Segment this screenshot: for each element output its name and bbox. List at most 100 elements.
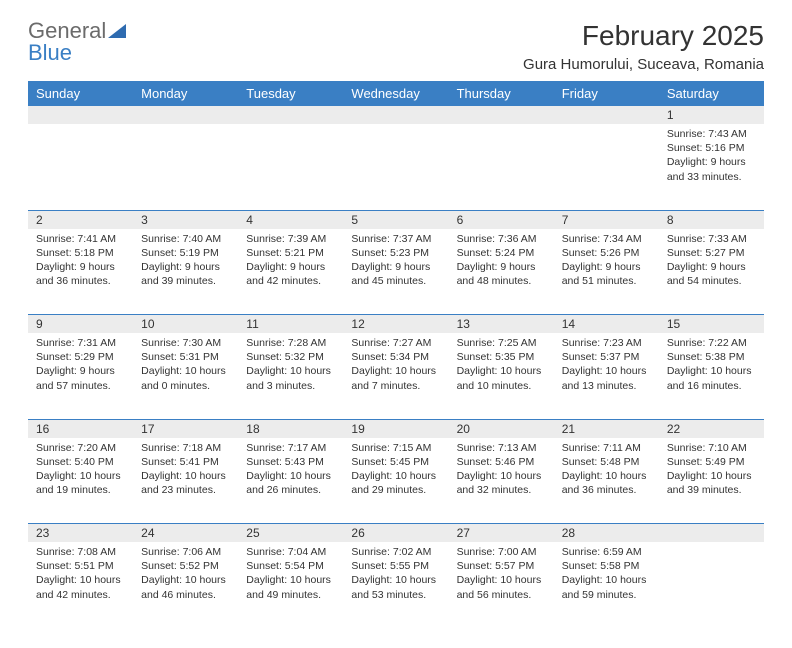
day-number: 26 — [343, 524, 448, 543]
day-cell: Sunrise: 7:23 AMSunset: 5:37 PMDaylight:… — [554, 333, 659, 419]
day-details: Sunrise: 7:04 AMSunset: 5:54 PMDaylight:… — [238, 542, 343, 608]
day-cell: Sunrise: 7:08 AMSunset: 5:51 PMDaylight:… — [28, 542, 133, 628]
day-cell: Sunrise: 7:39 AMSunset: 5:21 PMDaylight:… — [238, 229, 343, 315]
weekday-header: Monday — [133, 81, 238, 106]
day-details: Sunrise: 7:17 AMSunset: 5:43 PMDaylight:… — [238, 438, 343, 504]
day-cell: Sunrise: 7:17 AMSunset: 5:43 PMDaylight:… — [238, 438, 343, 524]
day-number-empty — [449, 106, 554, 124]
day-cell: Sunrise: 7:11 AMSunset: 5:48 PMDaylight:… — [554, 438, 659, 524]
day-cell-empty — [449, 124, 554, 210]
day-details: Sunrise: 7:33 AMSunset: 5:27 PMDaylight:… — [659, 229, 764, 295]
day-details: Sunrise: 7:13 AMSunset: 5:46 PMDaylight:… — [449, 438, 554, 504]
day-details: Sunrise: 7:41 AMSunset: 5:18 PMDaylight:… — [28, 229, 133, 295]
day-details: Sunrise: 7:18 AMSunset: 5:41 PMDaylight:… — [133, 438, 238, 504]
day-cell: Sunrise: 7:37 AMSunset: 5:23 PMDaylight:… — [343, 229, 448, 315]
location: Gura Humorului, Suceava, Romania — [523, 56, 764, 73]
day-number-empty — [133, 106, 238, 124]
day-details: Sunrise: 7:37 AMSunset: 5:23 PMDaylight:… — [343, 229, 448, 295]
day-details: Sunrise: 7:40 AMSunset: 5:19 PMDaylight:… — [133, 229, 238, 295]
day-details: Sunrise: 7:30 AMSunset: 5:31 PMDaylight:… — [133, 333, 238, 399]
day-number-row: 232425262728 — [28, 524, 764, 543]
calendar-body: 1Sunrise: 7:43 AMSunset: 5:16 PMDaylight… — [28, 106, 764, 628]
day-cell: Sunrise: 7:00 AMSunset: 5:57 PMDaylight:… — [449, 542, 554, 628]
day-cell: Sunrise: 7:40 AMSunset: 5:19 PMDaylight:… — [133, 229, 238, 315]
day-details: Sunrise: 7:08 AMSunset: 5:51 PMDaylight:… — [28, 542, 133, 608]
weekday-header: Friday — [554, 81, 659, 106]
day-cell-empty — [28, 124, 133, 210]
day-number-empty — [28, 106, 133, 124]
day-cell: Sunrise: 7:02 AMSunset: 5:55 PMDaylight:… — [343, 542, 448, 628]
day-cell: Sunrise: 7:25 AMSunset: 5:35 PMDaylight:… — [449, 333, 554, 419]
day-content-row: Sunrise: 7:20 AMSunset: 5:40 PMDaylight:… — [28, 438, 764, 524]
day-content-row: Sunrise: 7:41 AMSunset: 5:18 PMDaylight:… — [28, 229, 764, 315]
day-number: 25 — [238, 524, 343, 543]
day-number: 8 — [659, 210, 764, 229]
day-content-row: Sunrise: 7:43 AMSunset: 5:16 PMDaylight:… — [28, 124, 764, 210]
day-cell: Sunrise: 7:34 AMSunset: 5:26 PMDaylight:… — [554, 229, 659, 315]
day-details: Sunrise: 7:25 AMSunset: 5:35 PMDaylight:… — [449, 333, 554, 399]
calendar-header-row: SundayMondayTuesdayWednesdayThursdayFrid… — [28, 81, 764, 106]
day-cell: Sunrise: 7:28 AMSunset: 5:32 PMDaylight:… — [238, 333, 343, 419]
day-details: Sunrise: 7:11 AMSunset: 5:48 PMDaylight:… — [554, 438, 659, 504]
day-cell-empty — [133, 124, 238, 210]
day-cell: Sunrise: 7:18 AMSunset: 5:41 PMDaylight:… — [133, 438, 238, 524]
day-cell: Sunrise: 7:31 AMSunset: 5:29 PMDaylight:… — [28, 333, 133, 419]
day-cell: Sunrise: 7:33 AMSunset: 5:27 PMDaylight:… — [659, 229, 764, 315]
day-number: 10 — [133, 315, 238, 334]
day-cell: Sunrise: 7:27 AMSunset: 5:34 PMDaylight:… — [343, 333, 448, 419]
day-cell: Sunrise: 7:30 AMSunset: 5:31 PMDaylight:… — [133, 333, 238, 419]
day-number-empty — [343, 106, 448, 124]
day-number: 22 — [659, 419, 764, 438]
day-number: 15 — [659, 315, 764, 334]
day-number-row: 16171819202122 — [28, 419, 764, 438]
day-number: 16 — [28, 419, 133, 438]
day-details: Sunrise: 7:10 AMSunset: 5:49 PMDaylight:… — [659, 438, 764, 504]
day-details: Sunrise: 7:43 AMSunset: 5:16 PMDaylight:… — [659, 124, 764, 190]
day-cell: Sunrise: 7:06 AMSunset: 5:52 PMDaylight:… — [133, 542, 238, 628]
day-number-empty — [659, 524, 764, 543]
day-details: Sunrise: 7:39 AMSunset: 5:21 PMDaylight:… — [238, 229, 343, 295]
day-cell: Sunrise: 7:36 AMSunset: 5:24 PMDaylight:… — [449, 229, 554, 315]
day-number: 9 — [28, 315, 133, 334]
day-cell: Sunrise: 7:10 AMSunset: 5:49 PMDaylight:… — [659, 438, 764, 524]
day-number-row: 9101112131415 — [28, 315, 764, 334]
day-number-empty — [554, 106, 659, 124]
day-number: 17 — [133, 419, 238, 438]
day-cell: Sunrise: 7:41 AMSunset: 5:18 PMDaylight:… — [28, 229, 133, 315]
calendar-table: SundayMondayTuesdayWednesdayThursdayFrid… — [28, 81, 764, 628]
title-block: February 2025 Gura Humorului, Suceava, R… — [523, 20, 764, 73]
day-details: Sunrise: 7:15 AMSunset: 5:45 PMDaylight:… — [343, 438, 448, 504]
day-details: Sunrise: 7:27 AMSunset: 5:34 PMDaylight:… — [343, 333, 448, 399]
header: General Blue February 2025 Gura Humorulu… — [28, 20, 764, 73]
day-number-row: 2345678 — [28, 210, 764, 229]
day-number: 3 — [133, 210, 238, 229]
day-number: 11 — [238, 315, 343, 334]
day-cell: Sunrise: 7:04 AMSunset: 5:54 PMDaylight:… — [238, 542, 343, 628]
calendar-page: General Blue February 2025 Gura Humorulu… — [0, 0, 792, 648]
day-number: 5 — [343, 210, 448, 229]
day-cell: Sunrise: 6:59 AMSunset: 5:58 PMDaylight:… — [554, 542, 659, 628]
day-number: 18 — [238, 419, 343, 438]
day-details: Sunrise: 7:00 AMSunset: 5:57 PMDaylight:… — [449, 542, 554, 608]
day-content-row: Sunrise: 7:08 AMSunset: 5:51 PMDaylight:… — [28, 542, 764, 628]
weekday-header: Thursday — [449, 81, 554, 106]
day-number: 28 — [554, 524, 659, 543]
day-number: 12 — [343, 315, 448, 334]
day-number: 7 — [554, 210, 659, 229]
day-number: 21 — [554, 419, 659, 438]
day-number: 24 — [133, 524, 238, 543]
day-number: 19 — [343, 419, 448, 438]
day-details: Sunrise: 7:36 AMSunset: 5:24 PMDaylight:… — [449, 229, 554, 295]
day-cell-empty — [554, 124, 659, 210]
weekday-header: Saturday — [659, 81, 764, 106]
day-number-row: 1 — [28, 106, 764, 124]
day-cell: Sunrise: 7:22 AMSunset: 5:38 PMDaylight:… — [659, 333, 764, 419]
day-number: 6 — [449, 210, 554, 229]
day-number-empty — [238, 106, 343, 124]
day-details: Sunrise: 7:22 AMSunset: 5:38 PMDaylight:… — [659, 333, 764, 399]
day-details: Sunrise: 7:23 AMSunset: 5:37 PMDaylight:… — [554, 333, 659, 399]
day-cell: Sunrise: 7:43 AMSunset: 5:16 PMDaylight:… — [659, 124, 764, 210]
day-cell: Sunrise: 7:15 AMSunset: 5:45 PMDaylight:… — [343, 438, 448, 524]
day-details: Sunrise: 7:06 AMSunset: 5:52 PMDaylight:… — [133, 542, 238, 608]
weekday-header: Sunday — [28, 81, 133, 106]
